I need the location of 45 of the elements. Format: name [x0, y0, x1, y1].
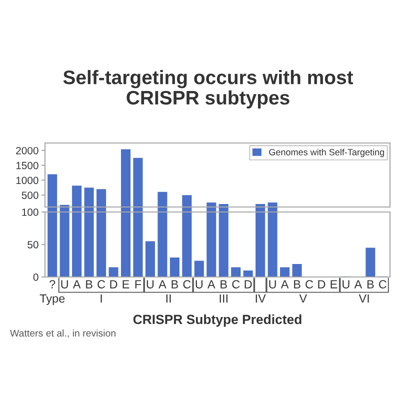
- x-tick-label: U: [196, 280, 202, 288]
- y-tick-label: 1500: [16, 162, 38, 170]
- x-tick-label: B: [86, 280, 92, 288]
- text: II: [166, 294, 171, 303]
- x-tick-label: D: [110, 280, 118, 288]
- text: III: [220, 294, 228, 303]
- x-tick-label: E: [122, 280, 130, 288]
- x-tick-label: A: [207, 280, 216, 288]
- x-tick-label: C: [306, 280, 314, 288]
- x-tick-label: ?: [50, 280, 56, 288]
- x-tick-label: U: [61, 280, 68, 288]
- x-tick-label: A: [158, 280, 166, 288]
- text: VI: [358, 294, 369, 303]
- text: I: [100, 294, 102, 303]
- x-tick-label: A: [354, 280, 362, 288]
- y-tick-label: 50: [28, 241, 38, 248]
- x-tick-label: B: [294, 280, 300, 288]
- legend-label: Genomes with Self-Targeting: [269, 148, 384, 158]
- x-tick-label: E: [330, 280, 338, 288]
- x-tick-label: F: [135, 280, 142, 288]
- y-tick-label: 1000: [16, 176, 38, 184]
- y-tick-label: 0: [33, 274, 38, 281]
- y-tick-label: 100: [22, 208, 38, 216]
- x-tick-label: U: [269, 280, 276, 288]
- y-tick-label: 2000: [16, 146, 38, 154]
- x-tick-label: D: [318, 280, 326, 288]
- text: IV: [256, 294, 266, 303]
- y-tick-label: 500: [22, 192, 38, 199]
- x-tick-label: B: [172, 280, 178, 288]
- x-tick-label: B: [367, 280, 374, 288]
- text: Watters et al., in revision: [10, 329, 116, 338]
- x-tick-label: U: [146, 280, 154, 288]
- x-tick-label: U: [342, 280, 350, 288]
- x-tick-label: C: [378, 280, 386, 288]
- x-tick-label: C: [98, 280, 106, 288]
- x-tick-label: D: [244, 280, 252, 288]
- x-tick-label: A: [72, 280, 81, 288]
- x-axis-title: CRISPR Subtype Predicted: [133, 314, 302, 327]
- chart-title: Self-targeting occurs with most CRISPR subtypes: [63, 70, 354, 108]
- text: Type: [40, 294, 65, 306]
- x-tick-label: C: [183, 280, 191, 288]
- x-tick-label: A: [280, 280, 289, 288]
- x-tick-label: B: [220, 280, 227, 288]
- x-tick-label: C: [232, 280, 240, 288]
- text: V: [299, 294, 308, 303]
